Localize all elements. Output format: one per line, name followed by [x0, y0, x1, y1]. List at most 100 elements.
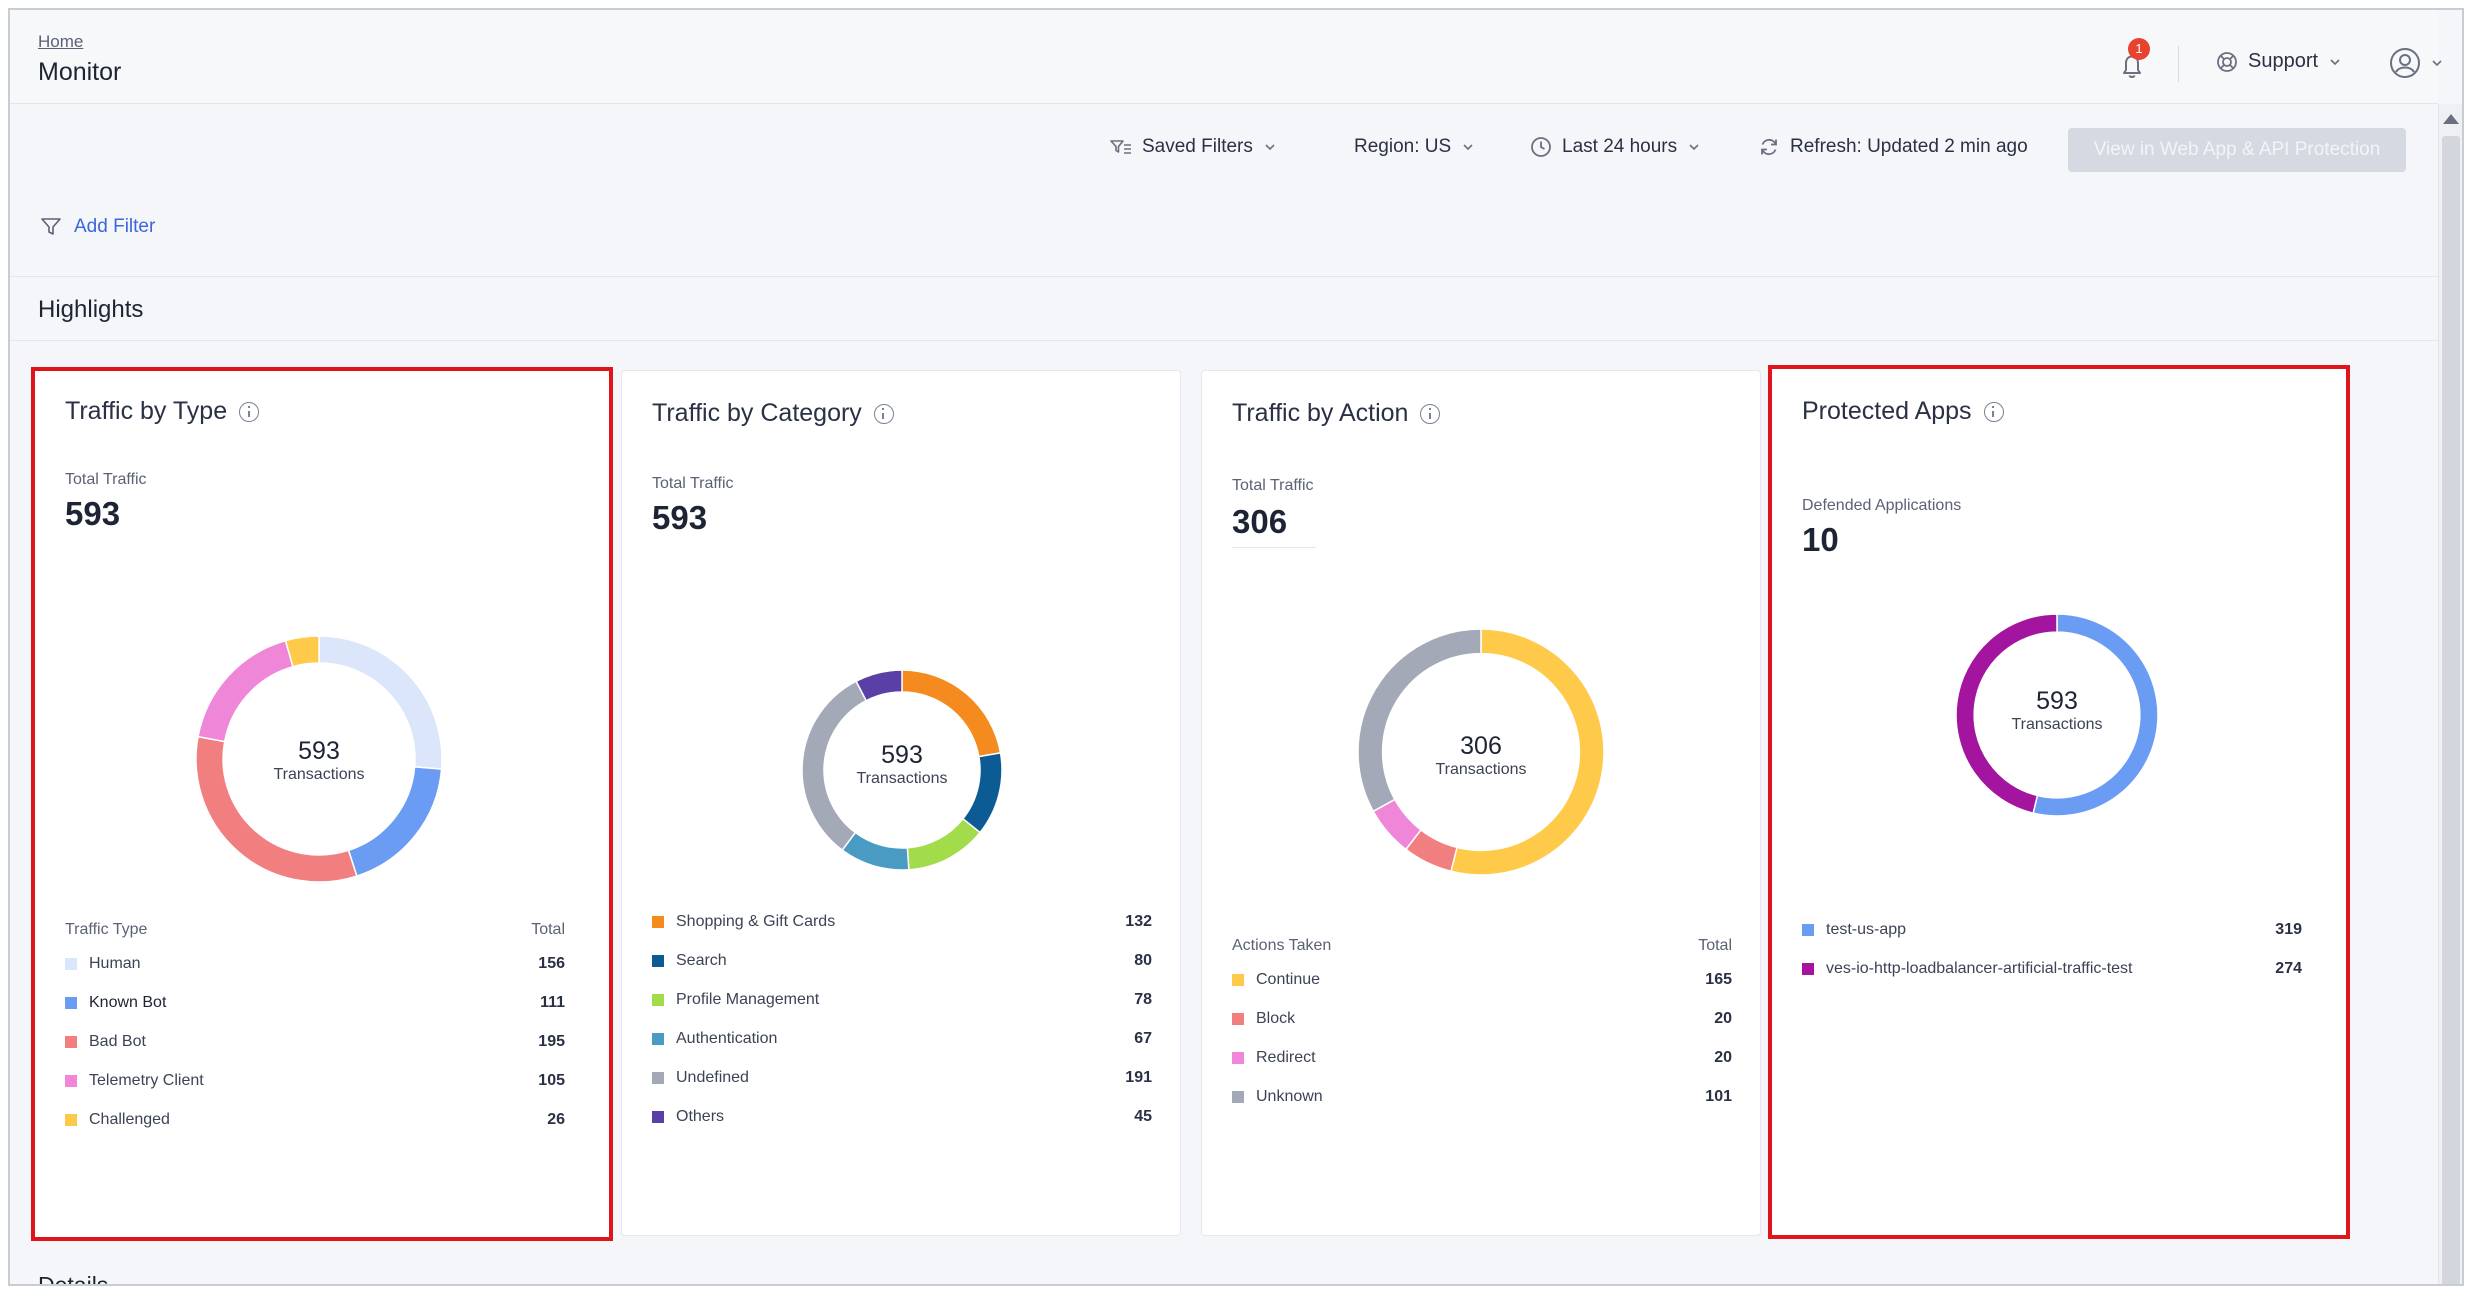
donut-center-label: Transactions: [856, 770, 948, 787]
chevron-down-icon: [2432, 60, 2442, 67]
donut-slice-challenged[interactable]: [284, 636, 320, 668]
legend-value: 165: [1705, 971, 1732, 988]
legend-label: Profile Management: [676, 991, 820, 1008]
legend-row-challenged[interactable]: Challenged 26: [65, 1111, 565, 1129]
legend-row-redirect[interactable]: Redirect 20: [1232, 1049, 1732, 1067]
legend-row-others[interactable]: Others 45: [652, 1108, 1152, 1126]
support-label: Support: [2248, 50, 2319, 72]
legend-row-ves-io-loadbalancer[interactable]: ves-io-http-loadbalancer-artificial-traf…: [1802, 960, 2302, 978]
legend-value: 67: [1134, 1030, 1152, 1047]
filter-list-icon: [1110, 140, 1131, 154]
legend-swatch: [652, 955, 664, 967]
filter-icon: [41, 218, 61, 235]
donut-center-value: 593: [881, 741, 923, 769]
donut-center-value: 306: [1460, 732, 1502, 760]
legend-row-human[interactable]: Human 156: [65, 955, 565, 973]
legend-row-unknown[interactable]: Unknown 101: [1232, 1088, 1732, 1106]
card-title: Protected Apps: [1802, 397, 2004, 426]
legend-swatch: [652, 1111, 664, 1123]
info-icon[interactable]: [239, 401, 260, 422]
info-icon[interactable]: [1983, 401, 2004, 422]
refresh-button[interactable]: Refresh: Updated 2 min ago: [1758, 136, 2028, 158]
legend-swatch: [1802, 963, 1814, 975]
legend-label: Authentication: [676, 1030, 778, 1047]
legend-value: 274: [2275, 960, 2302, 977]
donut-center: 306 Transactions: [1381, 732, 1581, 779]
details-heading: Details: [38, 1272, 109, 1286]
donut-slice-profile-management[interactable]: [906, 817, 982, 870]
metric-underline: [1232, 547, 1316, 548]
legend-value: 191: [1125, 1069, 1152, 1086]
legend-row-telemetry-client[interactable]: Telemetry Client 105: [65, 1072, 565, 1090]
legend-value: 26: [547, 1111, 565, 1128]
lifebuoy-icon: [2217, 51, 2237, 72]
legend-label: ves-io-http-loadbalancer-artificial-traf…: [1826, 960, 2133, 977]
card-title: Traffic by Type: [65, 397, 260, 426]
legend-row-authentication[interactable]: Authentication 67: [652, 1030, 1152, 1048]
legend-row-test-us-app[interactable]: test-us-app 319: [1802, 921, 2302, 939]
legend-swatch: [1232, 1052, 1244, 1064]
donut-center: 593 Transactions: [802, 741, 1002, 788]
support-menu[interactable]: Support: [2216, 50, 2342, 73]
donut-center-value: 593: [2036, 687, 2078, 715]
chevron-down-icon: [1463, 144, 1473, 151]
legend-row-profile-management[interactable]: Profile Management 78: [652, 991, 1152, 1009]
legend-swatch: [1232, 974, 1244, 986]
legend-row-bad-bot[interactable]: Bad Bot 195: [65, 1033, 565, 1051]
app-window: Home Monitor 1 Support: [8, 8, 2464, 1286]
metric-value: 10: [1802, 521, 1839, 558]
legend-swatch: [652, 1033, 664, 1045]
donut-slice-continue[interactable]: [1450, 629, 1604, 875]
legend-label: Others: [676, 1108, 725, 1125]
legend-value: 132: [1125, 913, 1152, 930]
legend-swatch: [652, 916, 664, 928]
saved-filters-dropdown[interactable]: Saved Filters: [1110, 136, 1277, 158]
donut-slice-ves-io-http-loadbalancer-artificial-traffic-test[interactable]: [1956, 614, 2058, 815]
donut-slice-telemetry-client[interactable]: [197, 639, 294, 743]
card-title: Traffic by Category: [652, 399, 894, 428]
donut-slice-authentication[interactable]: [841, 831, 910, 870]
legend-label: Unknown: [1256, 1088, 1323, 1105]
legend-label: test-us-app: [1826, 921, 1907, 938]
avatar-icon: [2390, 48, 2420, 78]
info-icon[interactable]: [873, 403, 894, 424]
protected-apps-donut-chart: [1956, 614, 2158, 816]
region-dropdown[interactable]: Region: US: [1354, 136, 1475, 158]
user-menu[interactable]: [2388, 46, 2444, 80]
legend-value: 319: [2275, 921, 2302, 938]
legend-header-label: Traffic Type: [65, 921, 148, 938]
page-title: Monitor: [38, 58, 122, 86]
legend-row-undefined[interactable]: Undefined 191: [652, 1069, 1152, 1087]
legend-swatch: [1802, 924, 1814, 936]
time-range-dropdown[interactable]: Last 24 hours: [1530, 136, 1701, 158]
legend-row-search[interactable]: Search 80: [652, 952, 1152, 970]
notification-count-badge: 1: [2128, 38, 2150, 60]
legend-value: 80: [1134, 952, 1152, 969]
legend-label: Challenged: [89, 1111, 170, 1128]
donut-slice-unknown[interactable]: [1358, 629, 1482, 813]
scrollbar-thumb[interactable]: [2442, 136, 2460, 1284]
breadcrumb-home[interactable]: Home: [38, 32, 84, 51]
scroll-up-arrow-icon[interactable]: [2443, 114, 2459, 124]
legend-row-known-bot[interactable]: Known Bot 111: [65, 994, 565, 1012]
legend-label: Undefined: [676, 1069, 749, 1086]
add-filter-button[interactable]: Add Filter: [40, 216, 155, 238]
card-title-text: Traffic by Category: [652, 399, 862, 427]
donut-center-label: Transactions: [273, 766, 365, 783]
chevron-down-icon: [1265, 144, 1275, 151]
legend-row-continue[interactable]: Continue 165: [1232, 971, 1732, 989]
legend-row-shopping[interactable]: Shopping & Gift Cards 132: [652, 913, 1152, 931]
view-in-web-app-button[interactable]: View in Web App & API Protection: [2068, 128, 2406, 172]
donut-center-label: Transactions: [2011, 716, 2103, 733]
legend-header-total: Total: [1698, 937, 1732, 954]
donut-slice-others[interactable]: [855, 670, 903, 702]
card-title-text: Traffic by Action: [1232, 399, 1409, 427]
info-icon[interactable]: [1420, 403, 1441, 424]
legend-header-label: Actions Taken: [1232, 937, 1332, 954]
donut-center-value: 593: [298, 737, 340, 765]
card-title-text: Protected Apps: [1802, 397, 1972, 425]
legend-swatch: [1232, 1091, 1244, 1103]
legend-header-total: Total: [531, 921, 565, 938]
legend-row-block[interactable]: Block 20: [1232, 1010, 1732, 1028]
card-traffic-by-category: Traffic by Category Total Traffic 593 59…: [621, 370, 1181, 1236]
